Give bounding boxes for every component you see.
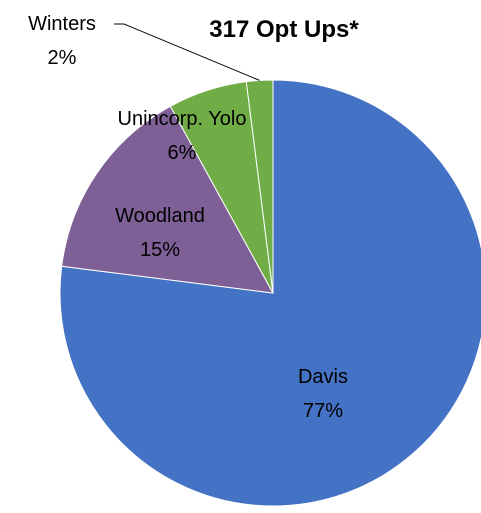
slice-percent-woodland: 15% bbox=[140, 239, 180, 261]
slice-label-unincorp-yolo: Unincorp. Yolo bbox=[118, 108, 247, 130]
slice-label-winters: Winters bbox=[28, 13, 96, 35]
leader-line-winters bbox=[114, 23, 260, 81]
pie-slice-woodland bbox=[61, 105, 274, 294]
slice-percent-winters: 2% bbox=[48, 47, 77, 69]
chart-title: 317 Opt Ups* bbox=[209, 16, 359, 43]
slice-label-davis: Davis bbox=[298, 366, 348, 388]
slice-percent-davis: 77% bbox=[303, 400, 343, 422]
slice-label-woodland: Woodland bbox=[115, 205, 205, 227]
pie-slices bbox=[59, 79, 481, 507]
pie-labels: Davis 77% Woodland 15% Unincorp. Yolo 6% Winte… bbox=[28, 13, 348, 422]
slice-percent-unincorp-yolo: 6% bbox=[168, 142, 197, 164]
